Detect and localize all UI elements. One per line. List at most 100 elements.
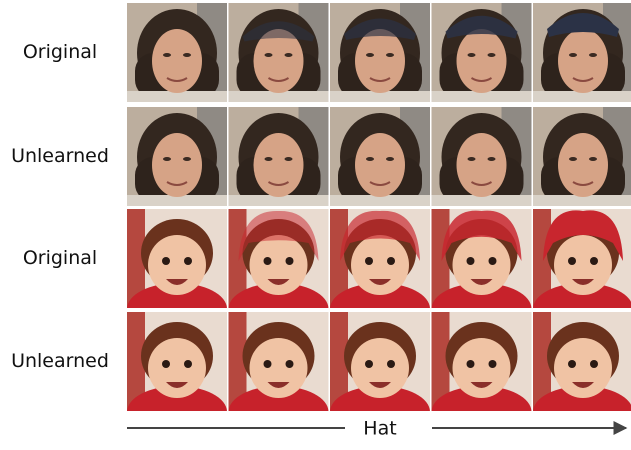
eye: [264, 53, 273, 57]
face: [554, 235, 612, 295]
image-grid: [127, 3, 631, 411]
background-left: [228, 312, 247, 411]
eye: [590, 360, 598, 368]
face: [558, 133, 608, 197]
shirt: [228, 195, 329, 206]
eye: [569, 53, 577, 57]
background-left: [127, 209, 145, 308]
shirt: [127, 283, 227, 308]
face: [558, 29, 608, 93]
shirt: [228, 386, 329, 411]
eye: [488, 360, 497, 368]
face-image: [228, 312, 329, 411]
image-content: [228, 209, 329, 308]
hat: [344, 18, 416, 40]
face-image: [330, 107, 430, 206]
shirt: [533, 386, 631, 411]
hat: [445, 15, 518, 39]
shirt: [228, 91, 329, 102]
face-image: [431, 209, 532, 308]
mouth: [369, 181, 391, 186]
face-image: [228, 209, 329, 308]
mouth: [470, 279, 493, 285]
background-left: [533, 312, 551, 411]
image-content: [228, 312, 329, 411]
image-content: [431, 209, 532, 308]
image-content: [127, 312, 227, 411]
eye: [387, 257, 395, 265]
face-image: [330, 209, 430, 308]
eye: [184, 257, 192, 265]
face-image: [127, 209, 227, 308]
face-image: [330, 312, 430, 411]
shirt: [533, 195, 631, 206]
shirt: [533, 283, 631, 308]
image-content: [330, 312, 430, 411]
eye: [162, 257, 170, 265]
eye: [184, 360, 192, 368]
mouth: [369, 77, 391, 82]
shirt: [127, 91, 227, 102]
background-left: [330, 312, 348, 411]
mouth: [166, 181, 188, 186]
eye: [568, 257, 576, 265]
mouth: [369, 382, 391, 388]
mouth: [572, 77, 594, 82]
face: [452, 338, 511, 398]
face: [554, 338, 612, 398]
shirt: [127, 195, 227, 206]
eye: [387, 360, 395, 368]
mouth: [470, 382, 493, 388]
face: [355, 29, 405, 93]
row-label: Original: [23, 41, 97, 63]
face-image: [533, 312, 631, 411]
image-content: [431, 107, 532, 206]
eye: [467, 157, 476, 161]
eye: [163, 53, 171, 57]
hat: [242, 21, 315, 42]
face-image: [533, 209, 631, 308]
face-image: [431, 107, 532, 206]
shirt: [330, 283, 430, 308]
face-image: [228, 3, 329, 102]
face: [456, 133, 507, 197]
eye: [264, 157, 273, 161]
face: [148, 235, 206, 295]
mouth: [166, 279, 188, 285]
face-image: [127, 312, 227, 411]
face-image: [127, 3, 227, 102]
mouth: [267, 77, 290, 82]
image-content: [127, 3, 227, 102]
image-content: [533, 312, 631, 411]
face: [355, 133, 405, 197]
face: [456, 29, 507, 93]
mouth: [572, 279, 594, 285]
eye: [162, 360, 170, 368]
face-image: [431, 312, 532, 411]
eye: [466, 360, 475, 368]
face: [148, 338, 206, 398]
eye: [488, 257, 497, 265]
shirt: [228, 283, 329, 308]
eye: [569, 157, 577, 161]
face: [351, 338, 409, 398]
image-content: [228, 3, 329, 102]
hat: [547, 13, 619, 37]
face-image: [228, 107, 329, 206]
eye: [590, 257, 598, 265]
eye: [183, 53, 191, 57]
mouth: [572, 382, 594, 388]
background-left: [431, 209, 450, 308]
mouth: [470, 77, 493, 82]
mouth: [267, 181, 290, 186]
image-content: [330, 209, 430, 308]
mouth: [267, 382, 290, 388]
hat: [441, 210, 522, 261]
eye: [386, 53, 394, 57]
image-content: [127, 107, 227, 206]
eye: [263, 257, 272, 265]
mouth: [470, 181, 493, 186]
face: [152, 29, 202, 93]
